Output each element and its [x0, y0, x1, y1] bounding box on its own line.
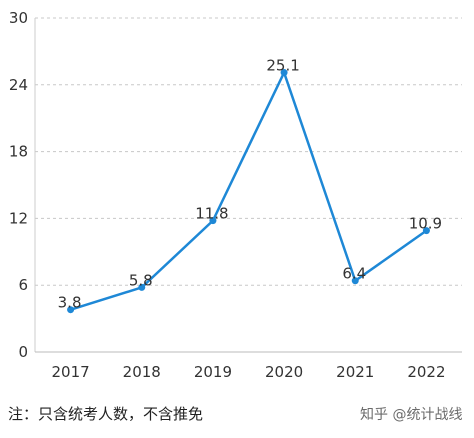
x-tick-label: 2021 — [336, 363, 374, 381]
data-label: 11.8 — [195, 205, 228, 223]
data-points — [67, 69, 430, 314]
y-tick-label: 6 — [18, 276, 28, 294]
footnote: 注：只含统考人数，不含推免 — [8, 405, 204, 423]
data-point — [138, 283, 146, 291]
data-labels: 3.8 5.8 11.8 25.1 6.4 10.9 — [58, 57, 442, 312]
data-point — [422, 227, 430, 235]
data-point — [67, 306, 75, 314]
x-tick-label: 2018 — [123, 363, 161, 381]
y-tick-label: 24 — [9, 76, 28, 94]
data-point — [280, 69, 288, 77]
data-label: 25.1 — [266, 57, 299, 75]
data-point — [351, 277, 359, 285]
data-label: 5.8 — [129, 271, 153, 289]
gridlines — [35, 17, 462, 286]
series-line — [70, 69, 428, 311]
data-point — [209, 217, 217, 225]
watermark: 知乎 @统计战线 — [360, 407, 463, 423]
x-tick-label: 2019 — [194, 363, 232, 381]
y-tick-label: 12 — [9, 209, 28, 227]
y-tick-label: 30 — [9, 9, 28, 27]
x-tick-label: 2020 — [265, 363, 303, 381]
x-tick-label: 2022 — [407, 363, 445, 381]
data-label: 3.8 — [58, 294, 82, 312]
y-tick-label: 0 — [18, 343, 28, 361]
x-tick-label: 2017 — [51, 363, 89, 381]
x-axis-ticks: 2017 2018 2019 2020 2021 2022 — [51, 363, 445, 381]
y-tick-label: 18 — [9, 143, 28, 161]
data-label: 10.9 — [409, 215, 442, 233]
y-axis-ticks: 0 6 12 18 24 30 — [9, 9, 28, 361]
data-label: 6.4 — [342, 265, 366, 283]
